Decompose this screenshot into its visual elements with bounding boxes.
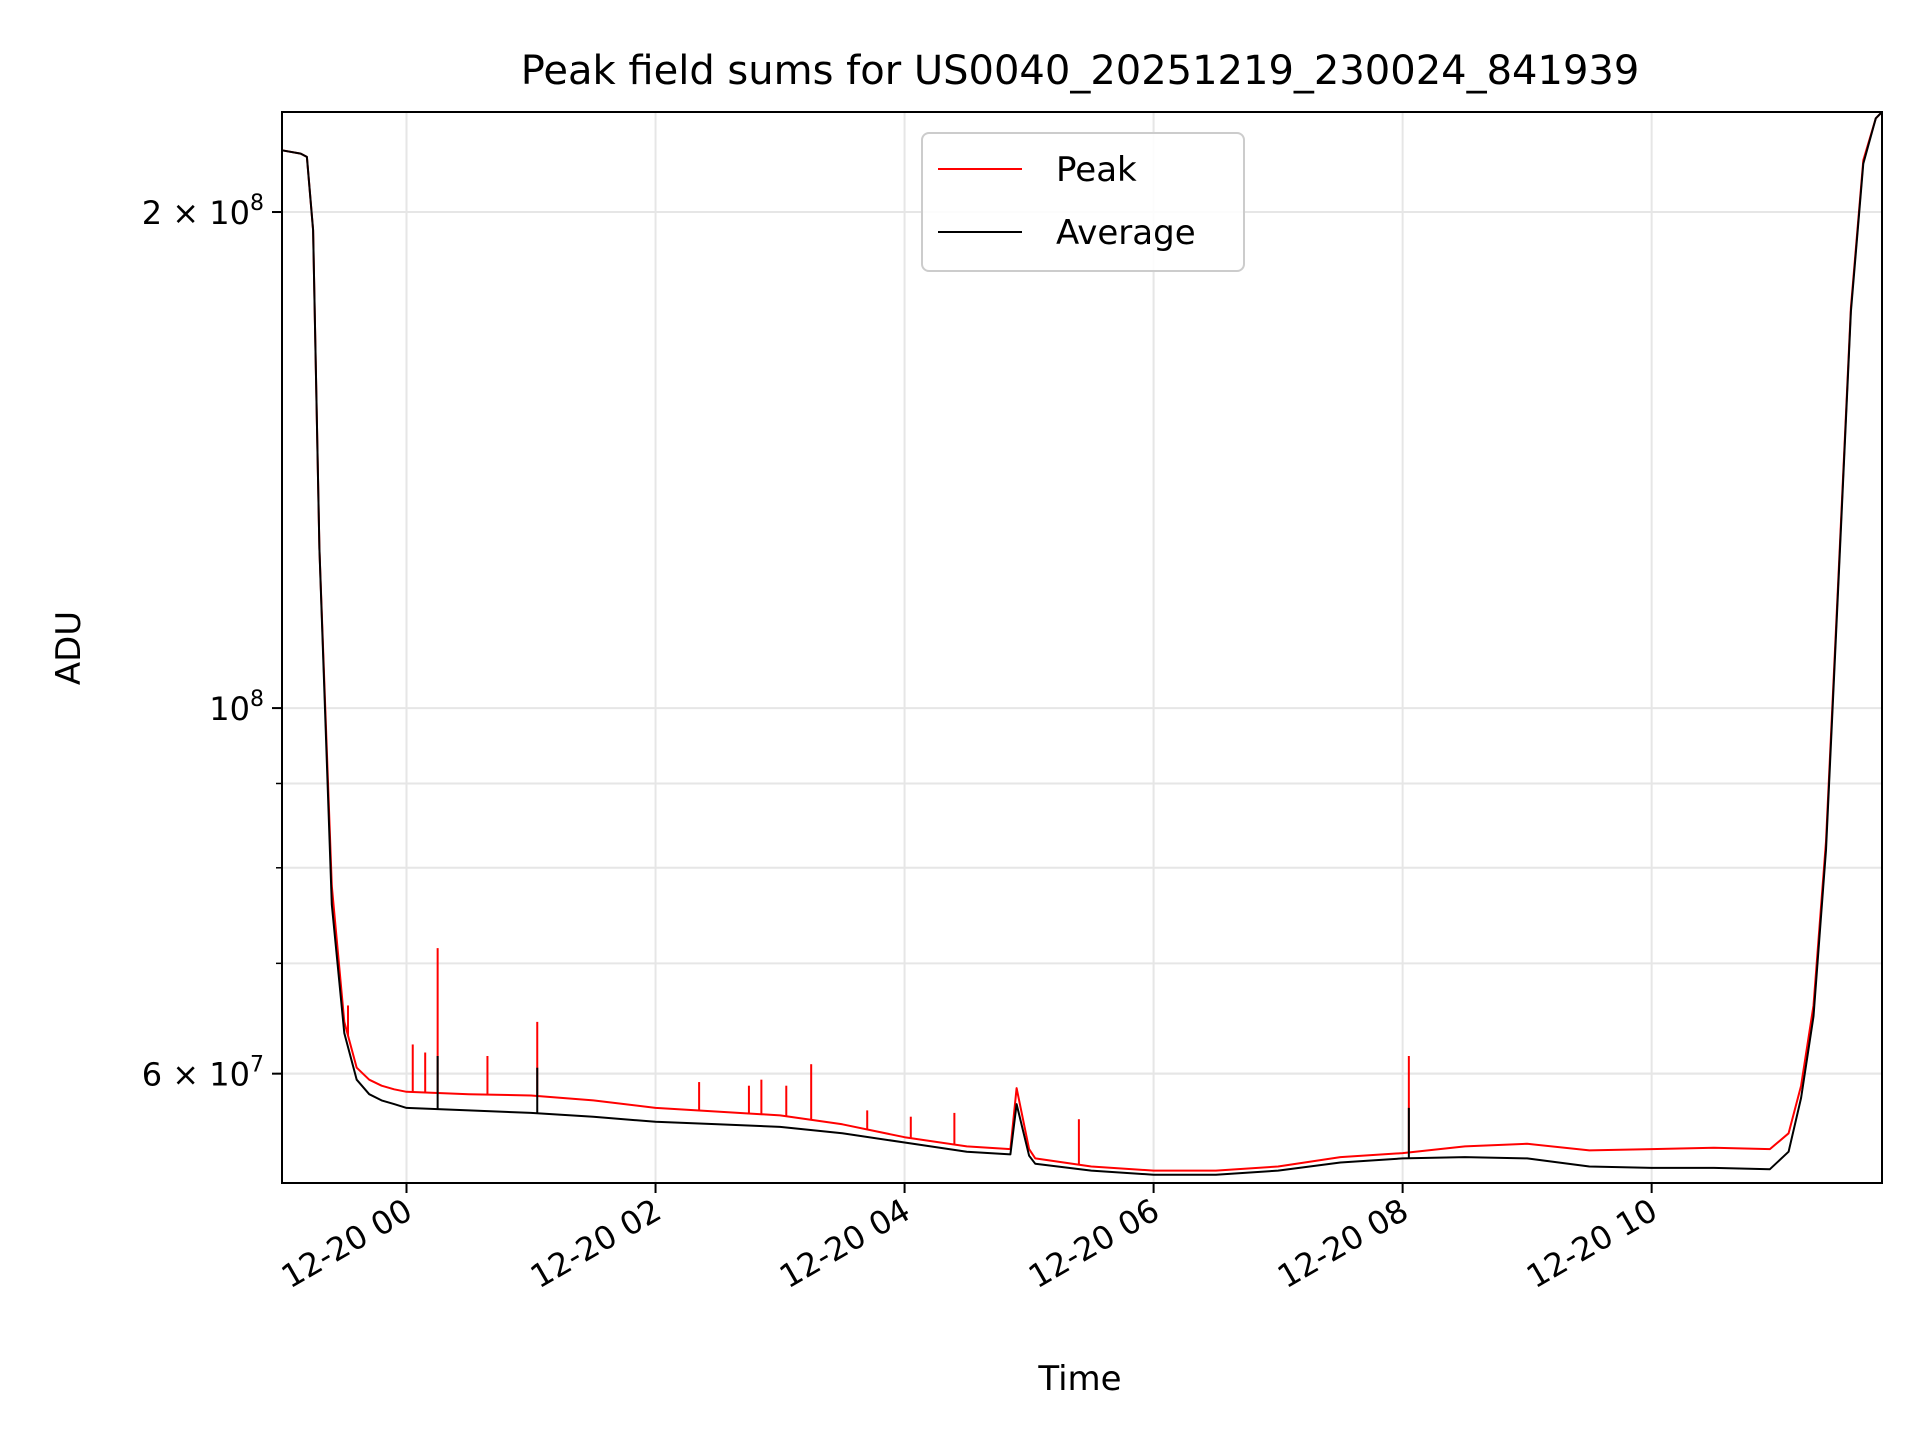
y-tick-label: 6 × 107 bbox=[142, 1053, 264, 1094]
plot-frame bbox=[281, 111, 1883, 1184]
legend-label-peak: Peak bbox=[1056, 150, 1137, 190]
legend-box bbox=[921, 132, 1245, 272]
series-layer bbox=[281, 111, 1883, 1176]
legend-label-average: Average bbox=[1056, 213, 1196, 253]
x-axis-label: Time bbox=[1037, 1359, 1121, 1399]
chart-title: Peak field sums for US0040_20251219_2300… bbox=[521, 48, 1640, 94]
y-tick-label: 108 bbox=[209, 687, 264, 728]
legend: Peak Average bbox=[921, 132, 1245, 272]
y-tick-label: 2 × 108 bbox=[142, 191, 264, 232]
plot-area bbox=[282, 112, 1882, 1183]
series-line-peak bbox=[281, 111, 1883, 1172]
series-line-average bbox=[281, 111, 1883, 1176]
y-axis-label: ADU bbox=[49, 611, 89, 685]
